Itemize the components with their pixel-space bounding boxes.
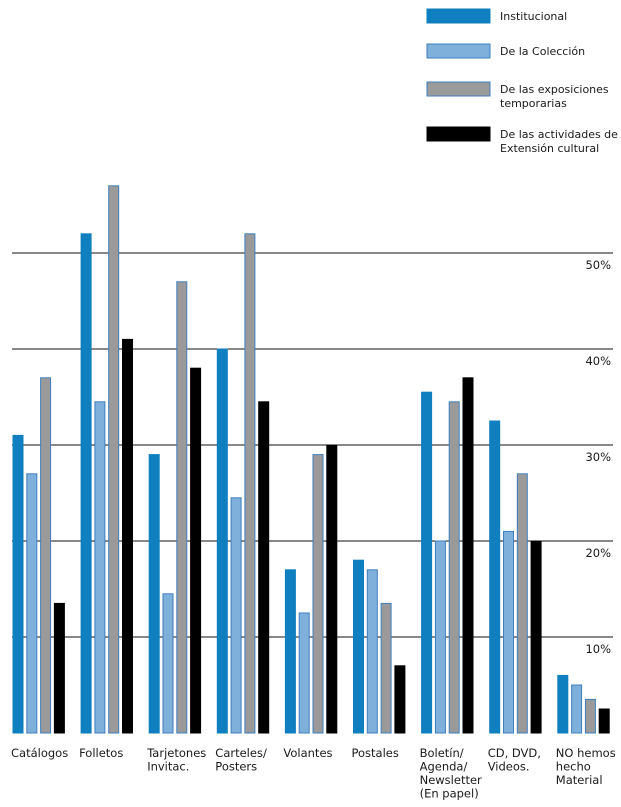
bar-3-series-4 (190, 367, 202, 734)
legend-label-line: Extensión cultural (500, 142, 599, 155)
legend-label-line: De las actividades de (500, 128, 618, 141)
category-label-9: NO hemos hecho Material (556, 746, 616, 787)
category-label-line: hecho (556, 760, 591, 774)
category-label-6: Postales (352, 746, 399, 760)
category-label-line: CD, DVD, (488, 746, 541, 760)
category-label-line: Postales (352, 746, 399, 760)
bar-3-series-3 (176, 281, 188, 734)
legend-label-4: De las actividades de Extensión cultural (500, 128, 618, 155)
category-label-line: Folletos (79, 746, 123, 760)
category-label-5: Volantes (283, 746, 332, 760)
bar-8-series-4 (530, 540, 542, 734)
bar-8-series-1 (489, 420, 501, 734)
bar-3-series-2 (162, 593, 174, 734)
bar-6-series-3 (380, 602, 392, 734)
legend-label-1: Institucional (500, 10, 567, 23)
bar-6-series-2 (366, 569, 378, 734)
legend-label-line: De las exposiciones (500, 83, 609, 96)
category-label-line: Tarjetones (146, 746, 206, 760)
bar-7-series-3 (448, 401, 460, 734)
legend-swatch-1 (426, 8, 491, 24)
category-label-line: Posters (215, 760, 257, 774)
bar-6-series-4 (394, 665, 406, 734)
category-label-line: Invitac. (147, 760, 189, 774)
bar-1-series-3 (40, 377, 52, 734)
bar-1-series-1 (12, 434, 24, 734)
bar-2-series-4 (122, 338, 133, 734)
bar-8-series-2 (503, 530, 514, 734)
bar-6-series-1 (353, 559, 364, 734)
y-tick-label-10: 10% (585, 642, 611, 656)
category-label-line: Carteles/ (215, 746, 267, 760)
category-label-line: Boletín/ (420, 746, 464, 760)
category-label-line: Agenda/ (420, 760, 468, 774)
bar-4-series-2 (230, 497, 242, 734)
legend-label-2: De la Colección (500, 45, 585, 58)
legend-label-line: Institucional (500, 10, 567, 23)
y-tick-label-50: 50% (585, 258, 611, 272)
bar-5-series-1 (284, 569, 296, 734)
bar-7-series-2 (434, 540, 446, 734)
legend-label-line: De la Colección (500, 45, 585, 58)
legend-swatch-2 (426, 43, 491, 59)
bar-2-series-3 (108, 185, 120, 734)
category-label-7: Boletín/Agenda/Newsletter (En papel) (420, 746, 482, 801)
bar-8-series-3 (516, 473, 528, 734)
bar-5-series-3 (312, 454, 324, 734)
category-label-3: Tarjetones Invitac. (146, 746, 206, 774)
legend-label-line: temporarias (500, 97, 567, 110)
category-label-2: Folletos (79, 746, 123, 760)
bar-9-series-1 (557, 674, 569, 734)
bar-5-series-4 (326, 444, 338, 734)
bar-7-series-4 (462, 377, 474, 734)
legend-swatch-3 (426, 81, 491, 97)
bar-9-series-4 (598, 708, 610, 734)
bar-3-series-1 (148, 454, 160, 734)
y-tick-label-30: 30% (585, 450, 611, 464)
bar-1-series-4 (53, 602, 65, 734)
bar-2-series-2 (94, 401, 106, 734)
bar-4-series-4 (258, 401, 270, 734)
category-label-8: CD, DVD, Videos. (488, 746, 541, 774)
bar-9-series-2 (571, 684, 583, 734)
bar-1-series-2 (26, 473, 38, 734)
legend-swatch-4 (426, 126, 491, 142)
bar-9-series-3 (584, 698, 596, 734)
category-label-line: Material (556, 773, 603, 787)
category-label-line: NO hemos (556, 746, 616, 760)
y-tick-label-40: 40% (585, 354, 611, 368)
bar-5-series-2 (298, 612, 310, 734)
bar-4-series-1 (216, 348, 228, 734)
legend-label-3: De las exposiciones temporarias (500, 83, 609, 110)
category-label-line: Newsletter (420, 773, 482, 787)
category-label-line: Videos. (488, 760, 530, 774)
bar-2-series-1 (80, 233, 92, 734)
y-tick-label-20: 20% (585, 546, 611, 560)
category-label-line: Volantes (283, 746, 332, 760)
category-label-line: Catálogos (11, 746, 68, 760)
bar-7-series-1 (421, 391, 433, 734)
category-label-1: Catálogos (11, 746, 68, 760)
category-label-4: Carteles/Posters (215, 746, 267, 774)
category-label-line: (En papel) (420, 787, 479, 801)
bar-4-series-3 (244, 233, 256, 734)
